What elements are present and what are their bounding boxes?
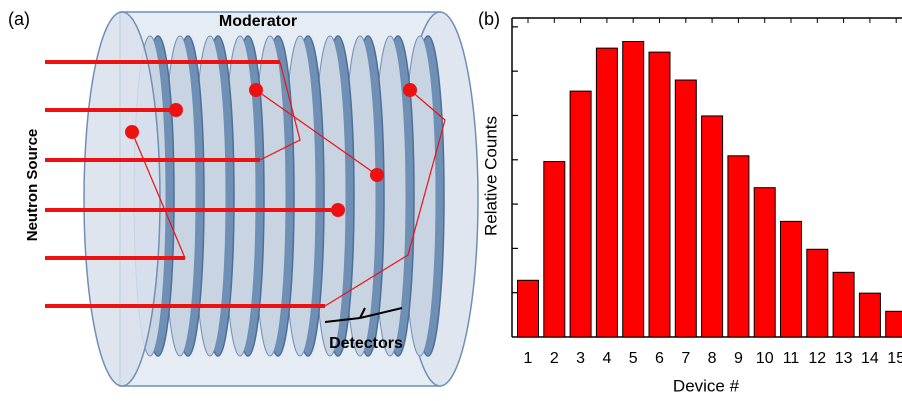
x-tick-label: 13 xyxy=(835,350,853,367)
x-tick-label: 9 xyxy=(734,350,743,367)
x-tick-label: 10 xyxy=(756,350,774,367)
bar xyxy=(727,155,750,338)
panel-label: (a) xyxy=(8,9,30,29)
detector-arrows xyxy=(324,307,403,323)
x-tick-label: 4 xyxy=(602,350,611,367)
detector-disks xyxy=(133,35,445,357)
x-tick-label: 12 xyxy=(808,350,826,367)
x-tick-label: 8 xyxy=(708,350,717,367)
bar xyxy=(780,220,802,338)
bar xyxy=(885,310,902,338)
x-tick-label: 11 xyxy=(783,350,800,367)
bar xyxy=(674,79,697,338)
x-tick-label: 2 xyxy=(550,350,559,367)
x-tick-label: 6 xyxy=(655,350,664,367)
bar xyxy=(753,187,776,338)
bar xyxy=(858,292,881,338)
y-axis-title: Relative Counts xyxy=(481,116,500,236)
bar xyxy=(595,47,618,338)
x-tick-label: 14 xyxy=(861,350,879,367)
x-tick-label: 15 xyxy=(887,350,902,367)
neutron-paths xyxy=(45,60,446,308)
bar xyxy=(806,248,829,338)
bar xyxy=(832,271,855,338)
x-tick-label: 5 xyxy=(629,350,638,367)
panel-label: (b) xyxy=(478,9,500,29)
source-label: Neutron Source xyxy=(24,129,41,242)
x-axis-title: Device # xyxy=(673,376,740,395)
cylinder-face xyxy=(83,11,161,387)
x-tick-label: 1 xyxy=(524,350,533,367)
moderator-label: Moderator xyxy=(219,13,297,30)
bar xyxy=(517,279,539,338)
bar xyxy=(543,161,566,338)
bar xyxy=(622,40,645,338)
bar xyxy=(701,115,724,338)
x-tick-label: 7 xyxy=(681,350,690,367)
bar xyxy=(648,51,671,338)
bar xyxy=(569,90,592,338)
panel-a: (a) xyxy=(8,9,479,387)
x-tick-label: 3 xyxy=(576,350,585,367)
panel-b: (b) Relative Counts Device # 1 2 3 4 5 6 7 8 9 10… xyxy=(478,9,902,395)
detectors-label: Detectors xyxy=(329,335,403,352)
